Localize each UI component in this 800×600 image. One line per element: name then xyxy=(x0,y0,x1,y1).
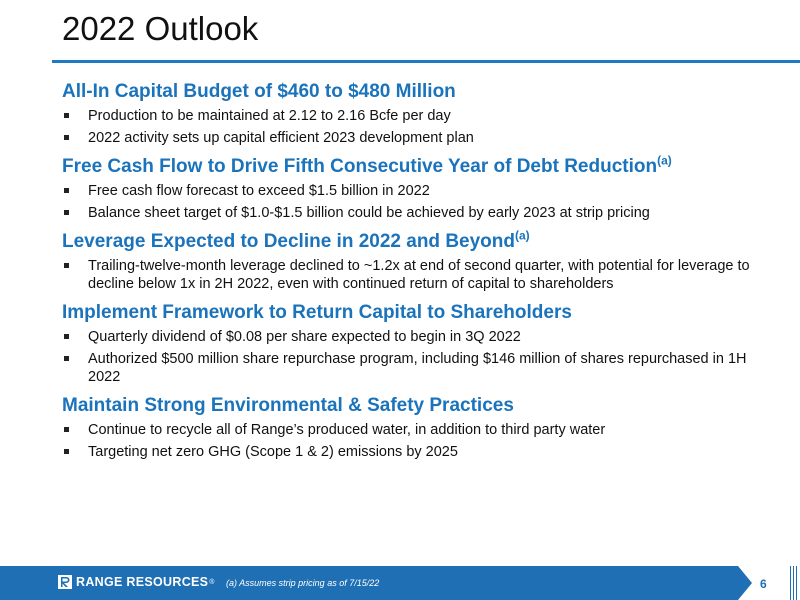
square-bullet-icon xyxy=(64,427,69,432)
footnote-marker: (a) xyxy=(657,153,672,168)
bullet-list: Trailing-twelve-month leverage declined … xyxy=(62,257,782,293)
section-free-cash-flow: Free Cash Flow to Drive Fifth Consecutiv… xyxy=(62,155,782,222)
section-heading: Free Cash Flow to Drive Fifth Consecutiv… xyxy=(62,153,672,177)
registered-mark: ® xyxy=(209,578,215,586)
footer-edge-lines xyxy=(790,566,798,600)
bullet-item: Quarterly dividend of $0.08 per share ex… xyxy=(62,328,782,346)
section-environmental-safety: Maintain Strong Environmental & Safety P… xyxy=(62,394,782,461)
bullet-item: Trailing-twelve-month leverage declined … xyxy=(62,257,782,293)
title-divider xyxy=(52,60,800,63)
bullet-list: Quarterly dividend of $0.08 per share ex… xyxy=(62,328,782,386)
slide-content: All-In Capital Budget of $460 to $480 Mi… xyxy=(62,80,782,469)
bullet-item: Balance sheet target of $1.0-$1.5 billio… xyxy=(62,204,782,222)
section-leverage: Leverage Expected to Decline in 2022 and… xyxy=(62,230,782,293)
footnote-marker: (a) xyxy=(515,228,530,243)
section-capital-budget: All-In Capital Budget of $460 to $480 Mi… xyxy=(62,80,782,147)
square-bullet-icon xyxy=(64,356,69,361)
bullet-item: Continue to recycle all of Range’s produ… xyxy=(62,421,782,439)
bullet-item: Targeting net zero GHG (Scope 1 & 2) emi… xyxy=(62,443,782,461)
footnote: (a) Assumes strip pricing as of 7/15/22 xyxy=(226,578,380,588)
bullet-list: Free cash flow forecast to exceed $1.5 b… xyxy=(62,182,782,222)
square-bullet-icon xyxy=(64,135,69,140)
section-heading: Maintain Strong Environmental & Safety P… xyxy=(62,395,514,416)
footer-arrow-shape xyxy=(738,566,752,600)
bullet-list: Production to be maintained at 2.12 to 2… xyxy=(62,107,782,147)
range-resources-logo: RANGE RESOURCES ® xyxy=(58,575,214,589)
footer-bar xyxy=(0,566,800,600)
square-bullet-icon xyxy=(64,113,69,118)
bullet-item: 2022 activity sets up capital efficient … xyxy=(62,129,782,147)
logo-wordmark: RANGE RESOURCES xyxy=(76,575,209,589)
square-bullet-icon xyxy=(64,449,69,454)
slide-title: 2022 Outlook xyxy=(62,10,259,47)
bullet-list: Continue to recycle all of Range’s produ… xyxy=(62,421,782,461)
bullet-item: Authorized $500 million share repurchase… xyxy=(62,350,782,386)
bullet-item: Production to be maintained at 2.12 to 2… xyxy=(62,107,782,125)
title-bar: 2022 Outlook xyxy=(0,0,800,64)
square-bullet-icon xyxy=(64,263,69,268)
title-accent xyxy=(0,0,52,60)
square-bullet-icon xyxy=(64,210,69,215)
section-heading: Implement Framework to Return Capital to… xyxy=(62,302,572,323)
bullet-item: Free cash flow forecast to exceed $1.5 b… xyxy=(62,182,782,200)
square-bullet-icon xyxy=(64,334,69,339)
square-bullet-icon xyxy=(64,188,69,193)
section-heading: All-In Capital Budget of $460 to $480 Mi… xyxy=(62,81,456,102)
range-logo-icon xyxy=(58,575,72,589)
section-heading: Leverage Expected to Decline in 2022 and… xyxy=(62,228,530,252)
section-return-capital: Implement Framework to Return Capital to… xyxy=(62,301,782,386)
page-number: 6 xyxy=(760,577,767,591)
